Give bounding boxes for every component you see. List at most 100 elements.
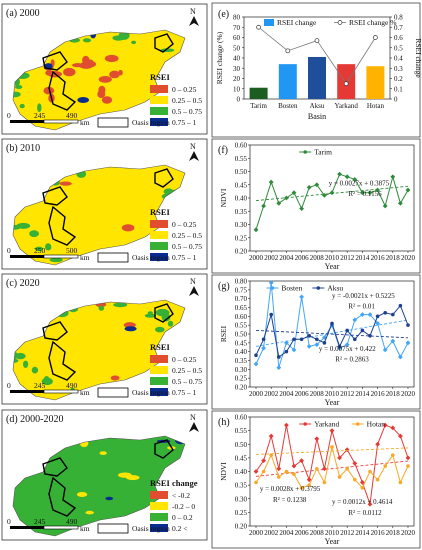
scale-label: 0 — [7, 517, 11, 526]
x-tick-label: 2002 — [264, 254, 279, 262]
series-marker — [405, 187, 411, 193]
x-tick-label: 2008 — [310, 390, 325, 398]
y-tick-label: 0.35 — [235, 357, 248, 365]
legend-label: 0.75 – 1 — [172, 388, 197, 397]
regression-annotation: y = 0.0012x + 0.4614 — [332, 498, 393, 506]
series-marker — [391, 312, 395, 317]
series-marker — [299, 458, 304, 463]
y-tick-label: 0.70 — [235, 295, 248, 303]
y-tick-label: 60 — [233, 34, 241, 42]
map-class-patch — [13, 358, 19, 363]
x-tick-label: 2018 — [386, 390, 401, 398]
map-panel-label: (d) 2000-2020 — [6, 414, 64, 425]
regression-annotation: R² = 0.1238 — [273, 496, 307, 504]
series-marker — [398, 433, 403, 439]
x-tick-label: 2014 — [355, 254, 370, 262]
north-arrow-icon: N — [189, 142, 199, 161]
legend-swatch — [150, 502, 168, 510]
trend-line — [255, 447, 409, 455]
map-class-patch — [85, 510, 94, 515]
oasis-legend-label: Oasis region — [132, 524, 170, 533]
series-marker — [322, 480, 327, 485]
legend-label: 0.2 < — [172, 524, 187, 533]
series-marker — [276, 365, 282, 370]
regression-annotation: y = 0.0028x + 0.3795 — [260, 485, 321, 493]
y-tick-label: 0.50 — [235, 441, 248, 449]
series-marker — [307, 333, 312, 338]
map-class-patch — [82, 55, 90, 65]
series-marker — [269, 453, 274, 457]
legend-label: Bosten — [281, 284, 302, 293]
series-marker — [329, 190, 335, 196]
y-tick-label: 0.60 — [235, 414, 248, 422]
chart-h: (h) 0.20 0.25 0.30 0.35 0.40 0.45 0.50 0.55 0.60 2… — [211, 410, 421, 549]
legend-swatch — [150, 242, 168, 250]
oasis-outline — [154, 439, 174, 459]
north-label: N — [190, 277, 196, 286]
map-class-patch — [161, 313, 171, 322]
series-marker — [292, 337, 296, 342]
x-tick-label: 2010 — [325, 390, 340, 398]
scale-label: 245 — [34, 111, 46, 120]
legend-label: 0.25 – 0.5 — [172, 96, 202, 105]
panel-label: (h) — [218, 417, 230, 428]
legend-label: RSEI change — [277, 18, 317, 27]
legend-title: RSEI — [150, 72, 171, 82]
regression-annotation: R² = 0.2863 — [335, 356, 369, 364]
line-point — [314, 38, 320, 43]
series-marker — [367, 190, 373, 196]
series-marker — [284, 422, 289, 428]
series-marker — [268, 179, 274, 185]
oasis-outline — [42, 321, 68, 341]
series-marker — [398, 200, 403, 206]
series-marker — [284, 349, 289, 354]
legend-swatch — [264, 19, 274, 26]
y-tick-label: 0.35 — [235, 208, 248, 216]
series-marker — [253, 227, 259, 233]
series-marker — [322, 341, 327, 345]
x-tick-label: 2004 — [279, 390, 294, 398]
legend-marker — [303, 422, 308, 426]
series-marker — [276, 466, 282, 472]
legend-label: < -0.2 — [172, 491, 190, 500]
series-marker — [299, 294, 304, 300]
map-panel-label: (b) 2010 — [6, 143, 40, 154]
bar — [308, 56, 326, 99]
series-marker — [383, 311, 388, 315]
series-marker — [307, 483, 312, 487]
x-tick-label: 2020 — [401, 254, 416, 262]
scale-label: 490 — [66, 517, 78, 526]
y2-tick-label: 0.3 — [394, 65, 403, 73]
series-marker — [269, 312, 274, 317]
y-tick-label: 0.35 — [235, 482, 248, 490]
series-marker — [268, 280, 274, 286]
map-class-patch — [124, 326, 137, 332]
map-class-patch — [144, 313, 157, 318]
series-marker — [398, 354, 403, 360]
series-marker — [352, 177, 358, 182]
series-marker — [299, 206, 304, 211]
y-tick-label: 30 — [233, 65, 241, 73]
legend-swatch — [150, 220, 168, 228]
y-tick-label: 0.25 — [235, 509, 248, 517]
oasis-legend-box — [97, 387, 129, 398]
legend-title: RSEI change — [150, 478, 198, 488]
series-marker — [406, 323, 410, 327]
map-class-patch — [79, 62, 94, 69]
series-marker — [360, 312, 365, 317]
legend-swatch — [150, 231, 168, 239]
legend-label: Tarim — [314, 148, 332, 157]
legend-swatch — [150, 96, 168, 104]
series-marker — [345, 466, 350, 471]
series-marker — [337, 475, 342, 479]
legend-title: RSEI — [150, 342, 171, 352]
bar — [249, 87, 268, 99]
scale-unit: km — [80, 524, 90, 533]
legend-marker — [316, 286, 321, 290]
x-tick-label: 2000 — [249, 390, 264, 398]
legend-swatch — [150, 377, 168, 385]
north-label: N — [190, 7, 196, 16]
